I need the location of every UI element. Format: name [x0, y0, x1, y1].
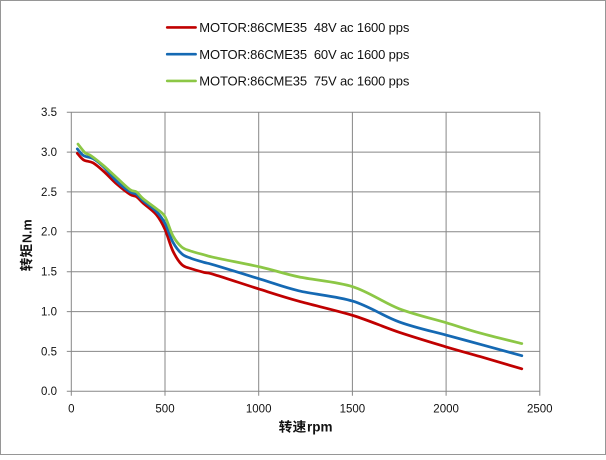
svg-text:1.5: 1.5: [41, 267, 57, 279]
svg-text:rpm: rpm: [307, 420, 333, 435]
svg-text:MOTOR:86CME35 60V ac 1600 pps: MOTOR:86CME35 60V ac 1600 pps: [199, 47, 410, 62]
svg-text:MOTOR:86CME35 48V ac 1600 pps: MOTOR:86CME35 48V ac 1600 pps: [199, 20, 410, 35]
svg-text:3.0: 3.0: [41, 147, 57, 159]
svg-text:3.5: 3.5: [41, 107, 57, 119]
svg-text:2000: 2000: [433, 403, 459, 415]
svg-text:1.0: 1.0: [41, 307, 57, 319]
svg-text:1500: 1500: [340, 403, 366, 415]
svg-text:2.5: 2.5: [41, 187, 57, 199]
svg-text:2500: 2500: [527, 403, 553, 415]
svg-text:500: 500: [155, 403, 174, 415]
svg-text:0.0: 0.0: [41, 386, 57, 398]
svg-text:0.5: 0.5: [41, 346, 57, 358]
svg-text:MOTOR:86CME35 75V ac 1600 pps: MOTOR:86CME35 75V ac 1600 pps: [199, 74, 410, 89]
svg-text:2.0: 2.0: [41, 227, 57, 239]
svg-text:N.m: N.m: [20, 219, 34, 243]
svg-text:1000: 1000: [246, 403, 272, 415]
svg-text:0: 0: [68, 403, 74, 415]
